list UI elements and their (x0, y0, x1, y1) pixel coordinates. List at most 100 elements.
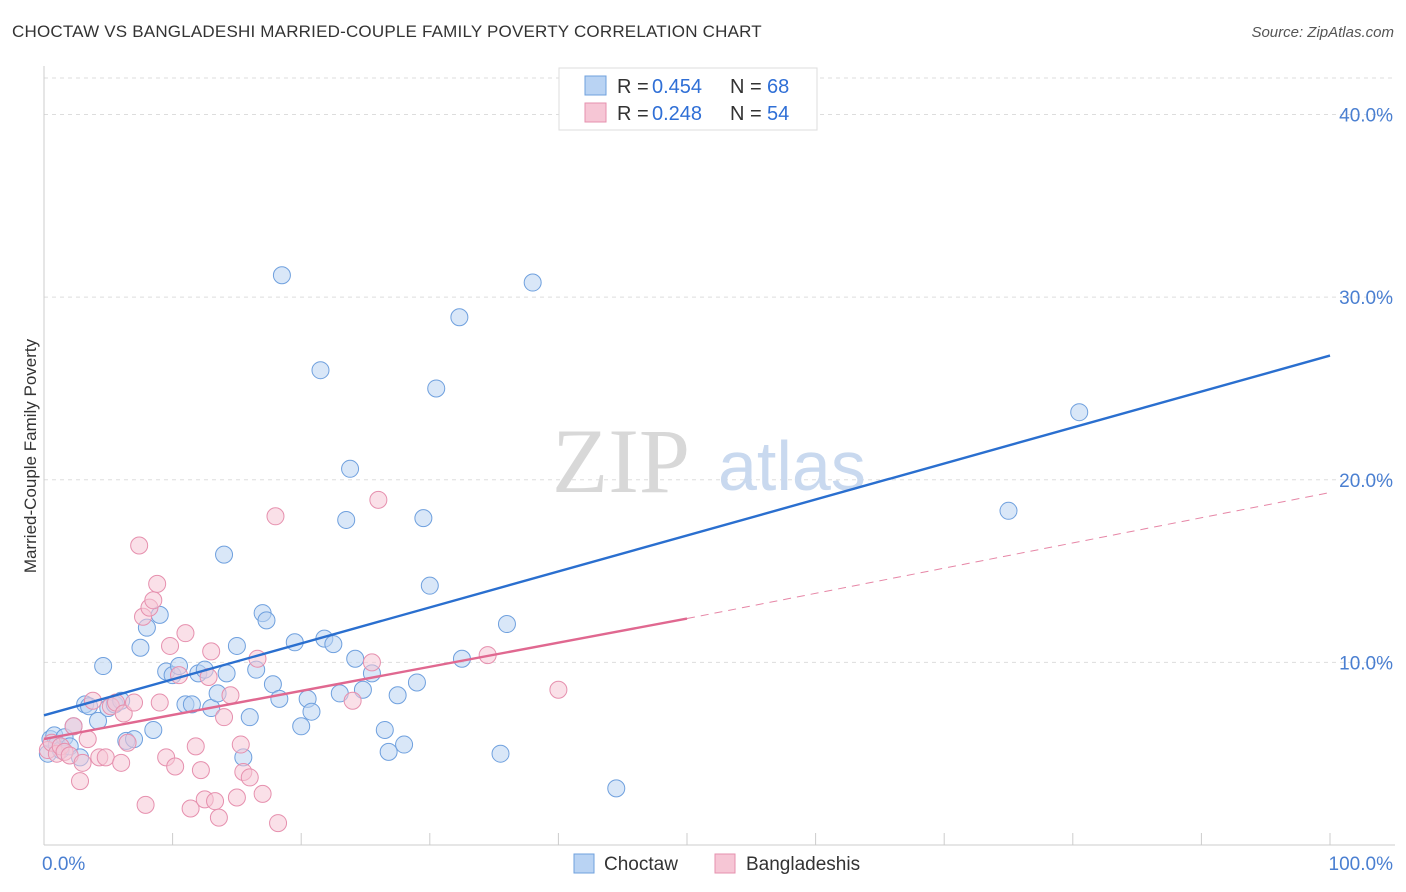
choctaw-point (395, 735, 414, 754)
bangladeshis-point (231, 735, 250, 754)
choctaw-point (311, 361, 330, 380)
choctaw-point (388, 686, 407, 705)
bangladeshis-point (206, 792, 225, 811)
bangladeshis-point (240, 768, 259, 787)
bangladeshis-point (343, 691, 362, 710)
bottom-legend-swatch-bangladeshis (714, 853, 736, 874)
bangladeshis-point (114, 704, 133, 723)
choctaw-point (240, 708, 259, 727)
bangladeshis-point (161, 636, 180, 655)
choctaw-point (491, 744, 510, 763)
source-attribution: Source: ZipAtlas.com (1251, 24, 1394, 41)
y-axis-label: Married-Couple Family Poverty (21, 338, 40, 573)
bottom-legend: Choctaw Bangladeshis (573, 853, 860, 875)
bangladeshis-point (96, 748, 115, 767)
choctaw-point (450, 308, 469, 327)
bangladeshis-trend-line (43, 617, 688, 741)
choctaw-point (407, 673, 426, 692)
legend-n-value-1: 68 (767, 76, 789, 98)
y-tick-label: 10.0% (1339, 653, 1393, 674)
choctaw-point (607, 779, 626, 798)
gridlines (44, 77, 1395, 663)
x-tick-label: 0.0% (42, 854, 85, 875)
choctaw-point (131, 638, 150, 657)
choctaw-point (337, 510, 356, 529)
choctaw-point (217, 664, 236, 683)
bangladeshis-point (209, 808, 228, 827)
bangladeshis-point (549, 680, 568, 699)
legend-n-label-1: N = (730, 76, 762, 98)
axes (43, 66, 1395, 846)
bangladeshis-point (176, 624, 195, 643)
choctaw-point (420, 576, 439, 595)
bangladeshis-trend-extrapolated (686, 492, 1331, 620)
choctaw-point (341, 459, 360, 478)
choctaw-point (272, 266, 291, 285)
choctaw-points (38, 266, 1089, 798)
choctaw-point (414, 509, 433, 528)
y-tick-labels: 10.0% 20.0% 30.0% 40.0% (1339, 106, 1393, 675)
legend-r-label-2: R = (617, 103, 649, 125)
bangladeshis-point (112, 753, 131, 772)
legend-swatch-bangladeshis (584, 102, 607, 123)
bangladeshis-point (369, 490, 388, 509)
bangladeshis-point (118, 733, 137, 752)
watermark-atlas: atlas (718, 427, 866, 505)
choctaw-point (346, 649, 365, 668)
choctaw-point (227, 636, 246, 655)
bangladeshis-point (64, 717, 83, 736)
watermark-zip: ZIP (552, 410, 690, 512)
legend-n-label-2: N = (730, 103, 762, 125)
bangladeshis-point (202, 642, 221, 661)
legend: R = 0.454 N = 68 R = 0.248 N = 54 (558, 67, 818, 131)
bangladeshis-point (71, 772, 90, 791)
choctaw-point (182, 695, 201, 714)
choctaw-point (999, 501, 1018, 520)
x-tick-label: 100.0% (1329, 854, 1394, 875)
choctaw-point (523, 273, 542, 292)
bangladeshis-point (221, 686, 240, 705)
bangladeshis-point (125, 693, 144, 712)
choctaw-point (427, 379, 446, 398)
bottom-legend-label-choctaw: Choctaw (604, 854, 678, 875)
choctaw-point (94, 657, 113, 676)
bangladeshis-point (253, 784, 272, 803)
legend-n-value-2: 54 (767, 103, 789, 125)
choctaw-point (324, 635, 343, 654)
bangladeshis-point (269, 814, 288, 833)
choctaw-point (353, 680, 372, 699)
bangladeshis-point (186, 737, 205, 756)
y-tick-label: 40.0% (1339, 106, 1393, 127)
choctaw-point (1070, 403, 1089, 422)
bangladeshis-point (266, 507, 285, 526)
bangladeshis-point (362, 653, 381, 672)
choctaw-trend-line (43, 354, 1331, 717)
bangladeshis-point (136, 795, 155, 814)
bangladeshis-point (150, 693, 169, 712)
watermark: ZIP atlas (552, 410, 866, 512)
choctaw-point (215, 545, 234, 564)
bangladeshis-point (148, 574, 167, 593)
x-tick-labels: 0.0% 100.0% (42, 854, 1393, 875)
bangladeshis-point (73, 753, 92, 772)
legend-swatch-choctaw (584, 75, 607, 96)
legend-r-label-1: R = (617, 76, 649, 98)
bangladeshis-point (181, 799, 200, 818)
y-tick-label: 30.0% (1339, 288, 1393, 309)
bangladeshis-point (191, 761, 210, 780)
bangladeshis-point (144, 591, 163, 610)
y-tick-label: 20.0% (1339, 471, 1393, 492)
bottom-legend-swatch-choctaw (573, 853, 595, 874)
choctaw-point (144, 720, 163, 739)
bangladeshis-points (38, 490, 568, 833)
chart-title: CHOCTAW VS BANGLADESHI MARRIED-COUPLE FA… (12, 22, 762, 41)
choctaw-point (302, 702, 321, 721)
choctaw-point (292, 717, 311, 736)
legend-r-value-2: 0.248 (652, 103, 702, 125)
trend-lines (43, 354, 1331, 741)
choctaw-point (497, 615, 516, 634)
choctaw-point (379, 742, 398, 761)
bangladeshis-point (130, 536, 149, 555)
bottom-legend-label-bangladeshis: Bangladeshis (746, 854, 860, 875)
